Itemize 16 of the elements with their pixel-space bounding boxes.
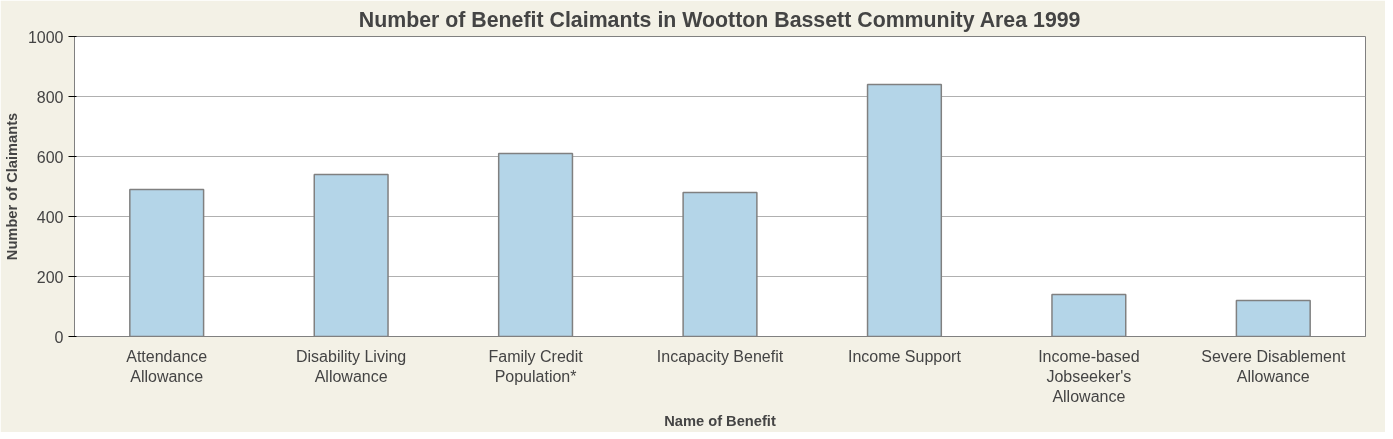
x-tick-label: Incapacity Benefit: [656, 347, 784, 365]
x-tick-label: Family Credit Population*: [488, 347, 584, 385]
x-tick-label: Attendance Allowance: [126, 347, 208, 385]
y-tick-label: 200: [36, 268, 64, 286]
y-tick-label: 600: [36, 148, 64, 166]
x-tick-label: Disability Living Allowance: [296, 347, 407, 385]
x-tick-label: Income Support: [847, 347, 962, 365]
chart-title: Number of Benefit Claimants in Wootton Bassett Community Area 1999: [358, 7, 1081, 32]
y-tick-label: 400: [36, 208, 64, 226]
x-axis-title: Name of Benefit: [664, 413, 776, 430]
y-tick-label: 800: [36, 88, 64, 106]
x-tick-label: Income-based Jobseeker's Allowance: [1038, 347, 1140, 406]
y-tick-label: 1000: [27, 28, 64, 46]
x-tick-label: Severe Disablement Allowance: [1201, 347, 1346, 385]
y-axis-title: Number of Claimants: [3, 112, 20, 261]
y-tick-label: 0: [54, 328, 64, 346]
